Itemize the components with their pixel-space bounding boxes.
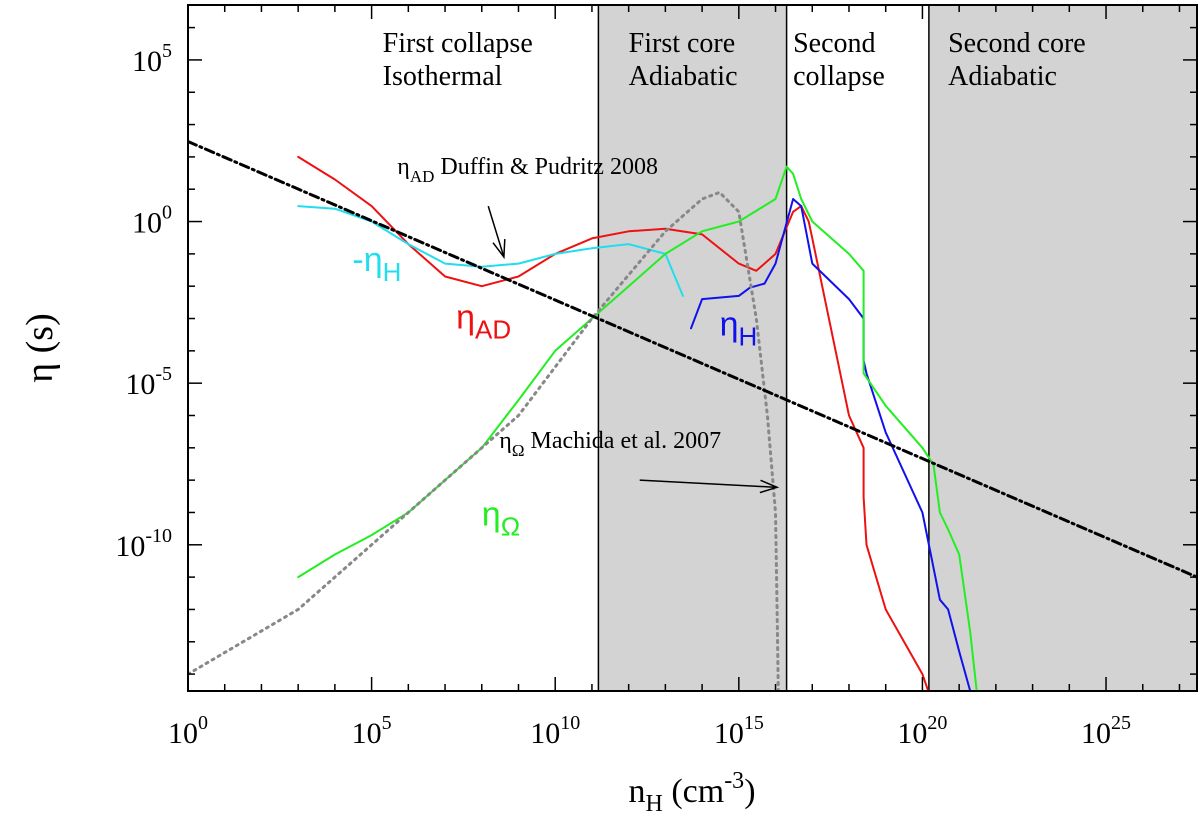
curve-label-3: ηH xyxy=(720,305,758,351)
annotation-1: ηAD Duffin & Pudritz 2008 xyxy=(397,154,658,186)
annotation-2: ηΩ Machida et al. 2007 xyxy=(499,428,721,460)
y-tick-label-3: 10-5 xyxy=(125,363,172,401)
x-tick-base: 10 xyxy=(897,717,927,750)
y-tick-base: 10 xyxy=(132,45,162,78)
x-tick-base: 10 xyxy=(352,717,382,750)
plot-border xyxy=(187,4,1198,692)
annotation-sub: AD xyxy=(410,167,435,186)
x-tick-label-4: 1015 xyxy=(714,712,764,750)
y-axis-label: η (s) xyxy=(19,313,61,382)
curve-label-sub: H xyxy=(739,321,758,351)
region-label-2-line-1: First core xyxy=(629,28,736,59)
region-label-1-line-2: Isothermal xyxy=(383,61,503,92)
annotation-sub: Ω xyxy=(512,441,525,460)
x-tick-base: 10 xyxy=(714,717,744,750)
y-tick-exp: -10 xyxy=(145,525,172,547)
shaded-region-1 xyxy=(598,5,787,691)
series-line-6 xyxy=(188,140,1197,579)
y-tick-exp: 5 xyxy=(162,40,172,62)
x-tick-exp: 25 xyxy=(1111,712,1131,734)
region-label-4-line-1: Second core xyxy=(948,28,1086,59)
curve-label-main: η xyxy=(720,305,739,343)
region-boundaries xyxy=(597,5,930,691)
curve-label-main: η xyxy=(456,298,475,336)
curve-label-sub: AD xyxy=(475,314,511,344)
y-tick-label-1: 105 xyxy=(132,40,172,78)
axis-ticks xyxy=(187,5,1197,691)
curve-label-sub: H xyxy=(383,257,402,287)
shaded-regions xyxy=(598,5,1197,691)
x-tick-exp: 5 xyxy=(382,712,392,734)
curve-label-main: η xyxy=(482,495,501,533)
annotation-arrowhead-2 xyxy=(759,479,780,494)
plot-frame xyxy=(187,4,1198,692)
x-axis-label-main: n xyxy=(628,773,645,810)
annotation-arrow-1 xyxy=(487,205,505,258)
x-tick-label-1: 100 xyxy=(168,712,208,750)
curve-label-4: ηΩ xyxy=(482,495,520,541)
y-axis-label-main: η xyxy=(19,363,61,383)
region-label-1-line-1: First collapse xyxy=(383,28,533,59)
y-axis-label-unit: (s) xyxy=(19,313,61,363)
y-tick-base: 10 xyxy=(115,530,145,563)
x-tick-exp: 15 xyxy=(744,712,764,734)
x-tick-base: 10 xyxy=(1081,717,1111,750)
region-label-4-line-2: Adiabatic xyxy=(948,61,1057,92)
region-label-3-line-2: collapse xyxy=(793,61,885,92)
x-tick-exp: 0 xyxy=(198,712,208,734)
x-axis-label-close: ) xyxy=(744,773,755,810)
shaded-region-2 xyxy=(928,5,1197,691)
annotation-rest: Duffin & Pudritz 2008 xyxy=(434,154,658,180)
x-tick-exp: 20 xyxy=(927,712,947,734)
x-tick-label-2: 105 xyxy=(352,712,392,750)
annotation-main: η xyxy=(397,154,410,180)
chart-texts: 100 105 1010 1015 1020 102510510010-510-10nH … xyxy=(19,28,1131,817)
curve-label-1: -ηH xyxy=(352,241,401,287)
annotation-arrow-2 xyxy=(639,479,778,489)
curve-label-2: ηAD xyxy=(456,298,511,344)
x-tick-exp: 10 xyxy=(560,712,580,734)
y-tick-label-2: 100 xyxy=(132,202,172,240)
x-tick-label-3: 1010 xyxy=(530,712,580,750)
y-tick-base: 10 xyxy=(132,207,162,240)
curve-label-sub: Ω xyxy=(501,511,520,541)
annotation-arrowhead-1 xyxy=(492,238,506,260)
y-tick-exp: -5 xyxy=(155,363,172,385)
x-tick-base: 10 xyxy=(168,717,198,750)
region-label-3-line-1: Second xyxy=(793,28,875,59)
series-line-5 xyxy=(188,190,780,691)
x-axis-label-sub: H xyxy=(645,791,662,817)
y-tick-exp: 0 xyxy=(162,202,172,224)
x-axis-label-unit: (cm xyxy=(663,773,724,810)
x-tick-label-6: 1025 xyxy=(1081,712,1131,750)
x-tick-label-5: 1020 xyxy=(897,712,947,750)
annotation-main: η xyxy=(499,428,512,454)
curve-label-main: -η xyxy=(352,241,382,279)
y-tick-label-4: 10-10 xyxy=(115,525,172,563)
series-group xyxy=(188,140,1197,691)
x-axis-label: nH (cm-3) xyxy=(628,768,755,817)
region-label-2-line-2: Adiabatic xyxy=(629,61,738,92)
annotation-rest: Machida et al. 2007 xyxy=(524,428,721,454)
x-tick-base: 10 xyxy=(530,717,560,750)
x-axis-label-sup: -3 xyxy=(724,768,744,794)
y-tick-base: 10 xyxy=(125,368,155,401)
